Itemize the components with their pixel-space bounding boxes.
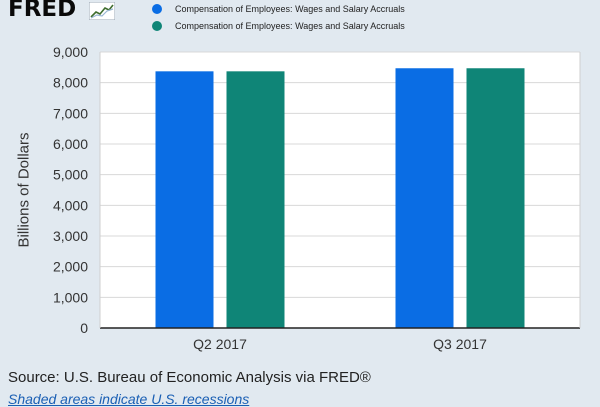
bar-series-1-1 — [155, 71, 214, 328]
source-note: Source: U.S. Bureau of Economic Analysis… — [8, 369, 371, 386]
y-tick-label: 6,000 — [53, 136, 88, 152]
bar-series-2-2 — [466, 68, 525, 329]
legend-marker-series-1 — [152, 3, 162, 14]
y-tick-label: 2,000 — [53, 259, 88, 275]
fred-logo-text: FRED — [8, 0, 77, 22]
y-tick-label: 5,000 — [53, 167, 88, 183]
bar-series-1-2 — [395, 68, 454, 329]
legend-item-series-1[interactable]: Compensation of Employees: Wages and Sal… — [152, 0, 405, 17]
legend-item-series-2[interactable]: Compensation of Employees: Wages and Sal… — [152, 17, 405, 34]
y-tick-label: 9,000 — [53, 44, 88, 60]
bar-series-2-1 — [226, 71, 285, 328]
recession-note-link[interactable]: Shaded areas indicate U.S. recessions — [8, 391, 250, 407]
chart-legend: Compensation of Employees: Wages and Sal… — [152, 0, 405, 34]
sparkline-icon — [89, 2, 115, 20]
legend-marker-series-2 — [152, 20, 162, 31]
legend-label-series-1: Compensation of Employees: Wages and Sal… — [175, 3, 405, 14]
legend-label-series-2: Compensation of Employees: Wages and Sal… — [175, 20, 405, 31]
x-tick-label: Q2 2017 — [193, 336, 247, 352]
fred-logo[interactable]: FRED — [8, 0, 76, 22]
y-tick-label: 1,000 — [53, 289, 88, 305]
y-tick-label: 8,000 — [53, 75, 88, 91]
x-tick-label: Q3 2017 — [433, 336, 487, 352]
y-tick-label: 4,000 — [53, 197, 88, 213]
y-tick-label: 7,000 — [53, 105, 88, 121]
y-tick-label: 3,000 — [53, 228, 88, 244]
y-tick-label: 0 — [80, 320, 88, 336]
